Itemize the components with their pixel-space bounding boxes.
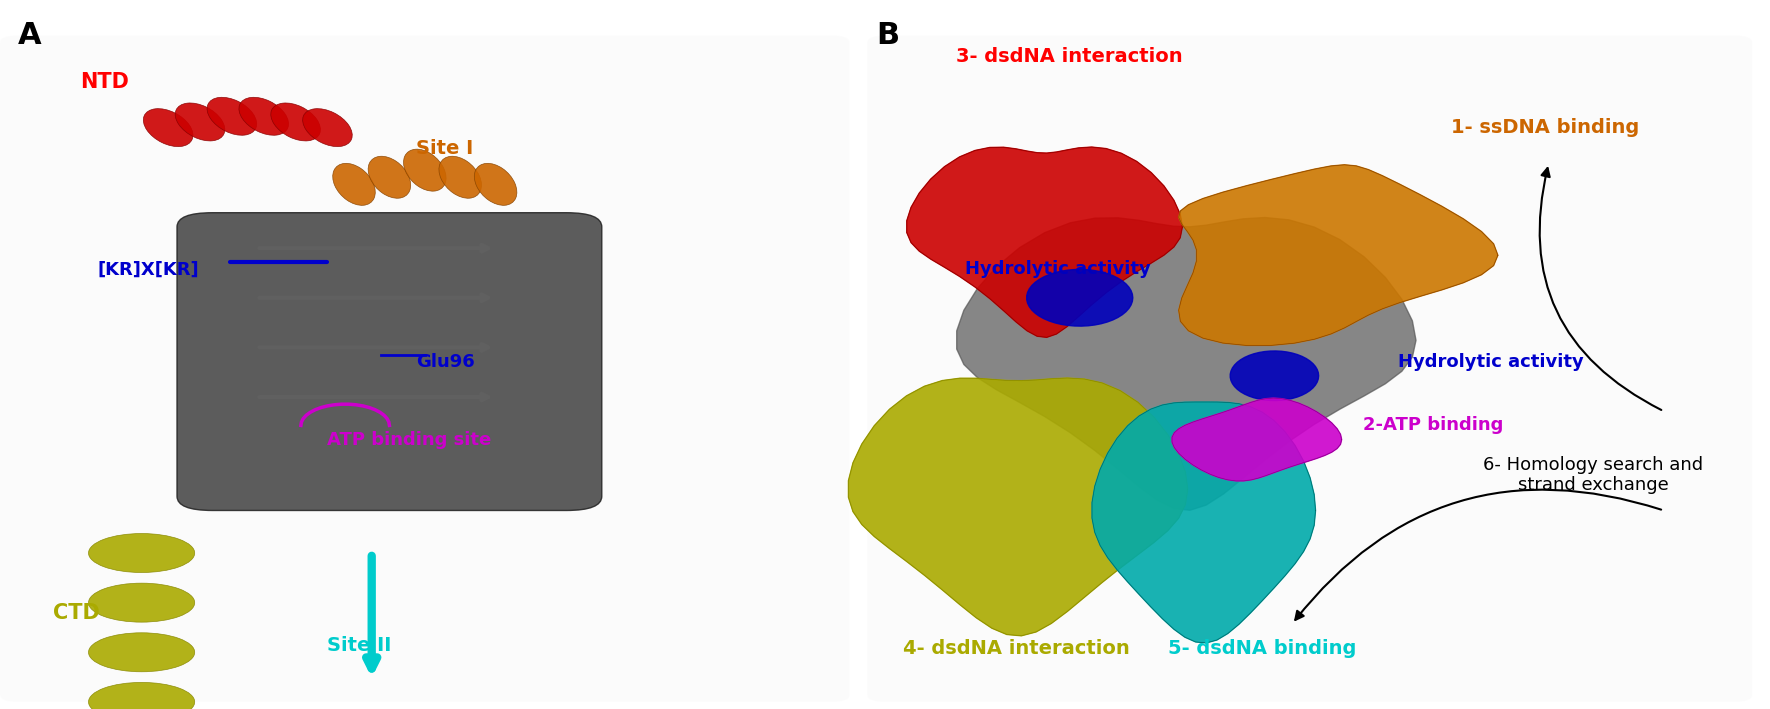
- FancyBboxPatch shape: [867, 35, 1752, 702]
- Ellipse shape: [88, 583, 195, 623]
- Text: 6- Homology search and
strand exchange: 6- Homology search and strand exchange: [1483, 456, 1703, 494]
- Text: 2-ATP binding: 2-ATP binding: [1363, 416, 1503, 435]
- Ellipse shape: [474, 163, 517, 206]
- Ellipse shape: [175, 103, 225, 141]
- Ellipse shape: [404, 149, 446, 191]
- Text: 4- dsdNA interaction: 4- dsdNA interaction: [903, 640, 1129, 658]
- FancyBboxPatch shape: [177, 213, 602, 510]
- Ellipse shape: [303, 108, 352, 147]
- Text: Hydrolytic activity: Hydrolytic activity: [965, 260, 1150, 279]
- Text: 3- dsdNA interaction: 3- dsdNA interaction: [956, 48, 1182, 66]
- Text: 1- ssDNA binding: 1- ssDNA binding: [1451, 118, 1639, 137]
- Text: [KR]X[KR]: [KR]X[KR]: [97, 260, 198, 279]
- Text: NTD: NTD: [80, 72, 129, 91]
- Ellipse shape: [271, 103, 320, 141]
- Text: CTD: CTD: [53, 603, 99, 623]
- FancyBboxPatch shape: [0, 35, 850, 702]
- Polygon shape: [1092, 402, 1315, 643]
- Ellipse shape: [207, 97, 257, 135]
- Polygon shape: [1179, 164, 1497, 345]
- Text: ATP binding site: ATP binding site: [327, 430, 492, 449]
- Ellipse shape: [333, 163, 375, 206]
- Polygon shape: [848, 378, 1188, 636]
- Polygon shape: [1172, 398, 1342, 481]
- Polygon shape: [1027, 269, 1133, 326]
- Ellipse shape: [239, 97, 289, 135]
- Text: 5- dsdNA binding: 5- dsdNA binding: [1168, 640, 1356, 658]
- Text: A: A: [18, 21, 41, 50]
- Polygon shape: [906, 147, 1182, 337]
- Polygon shape: [958, 218, 1416, 510]
- Polygon shape: [1230, 351, 1319, 401]
- Ellipse shape: [439, 156, 481, 199]
- Ellipse shape: [88, 682, 195, 709]
- Text: Site I: Site I: [416, 140, 473, 158]
- Text: Site II: Site II: [327, 636, 391, 654]
- Text: Hydrolytic activity: Hydrolytic activity: [1398, 352, 1584, 371]
- Ellipse shape: [88, 633, 195, 672]
- Ellipse shape: [143, 108, 193, 147]
- Ellipse shape: [368, 156, 411, 199]
- Text: Glu96: Glu96: [416, 352, 474, 371]
- Ellipse shape: [88, 533, 195, 573]
- Text: B: B: [876, 21, 899, 50]
